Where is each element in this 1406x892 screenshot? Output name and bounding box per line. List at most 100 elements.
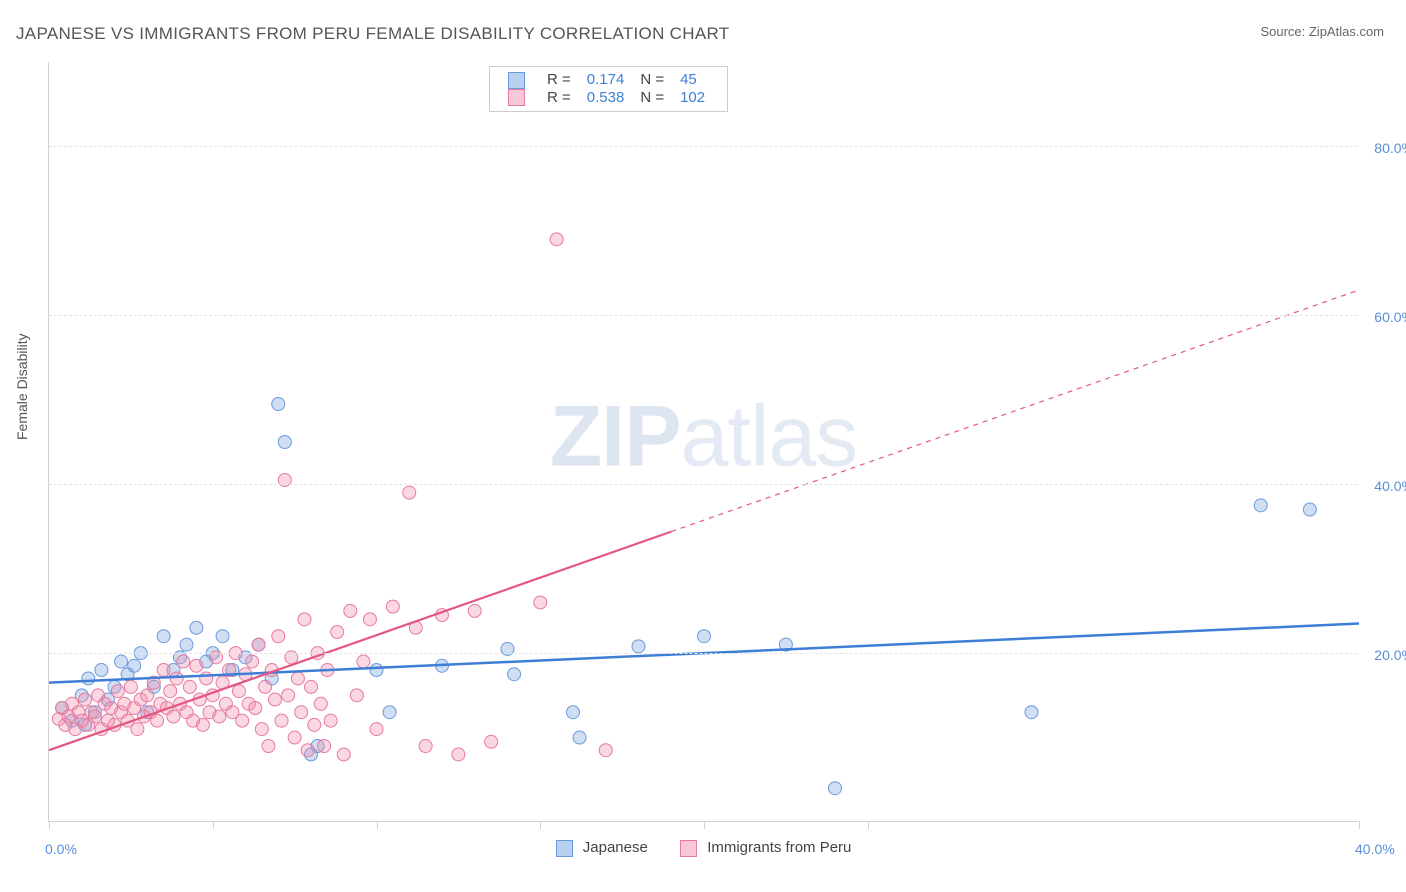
chart-title: JAPANESE VS IMMIGRANTS FROM PERU FEMALE … bbox=[16, 24, 729, 44]
data-point bbox=[298, 613, 311, 626]
data-point bbox=[141, 689, 154, 702]
data-point bbox=[262, 740, 275, 753]
data-point bbox=[82, 672, 95, 685]
data-point bbox=[79, 693, 92, 706]
data-point bbox=[183, 680, 196, 693]
gridline bbox=[49, 653, 1358, 654]
data-point bbox=[370, 723, 383, 736]
x-tick-label: 40.0% bbox=[1355, 841, 1395, 857]
x-tick bbox=[868, 821, 869, 829]
data-point bbox=[111, 685, 124, 698]
data-point bbox=[357, 655, 370, 668]
legend-item-peru: Immigrants from Peru bbox=[680, 839, 851, 857]
data-point bbox=[177, 655, 190, 668]
data-point bbox=[95, 664, 108, 677]
legend-item-japanese: Japanese bbox=[556, 839, 648, 857]
legend-label-japanese: Japanese bbox=[583, 839, 648, 856]
data-point bbox=[157, 630, 170, 643]
data-point bbox=[190, 621, 203, 634]
data-point bbox=[419, 740, 432, 753]
data-point bbox=[534, 596, 547, 609]
source-attribution: Source: ZipAtlas.com bbox=[1260, 24, 1384, 39]
data-point bbox=[337, 748, 350, 761]
x-tick bbox=[49, 821, 50, 829]
x-tick bbox=[540, 821, 541, 829]
data-point bbox=[1303, 503, 1316, 516]
data-point bbox=[157, 664, 170, 677]
data-point bbox=[1025, 706, 1038, 719]
data-point bbox=[573, 731, 586, 744]
data-point bbox=[249, 702, 262, 715]
data-point bbox=[305, 680, 318, 693]
data-point bbox=[403, 486, 416, 499]
x-tick bbox=[213, 821, 214, 829]
data-point bbox=[331, 626, 344, 639]
data-point bbox=[115, 655, 128, 668]
data-point bbox=[131, 723, 144, 736]
data-point bbox=[324, 714, 337, 727]
data-point bbox=[344, 604, 357, 617]
data-point bbox=[698, 630, 711, 643]
data-point bbox=[288, 731, 301, 744]
data-point bbox=[508, 668, 521, 681]
data-point bbox=[167, 710, 180, 723]
data-point bbox=[180, 638, 193, 651]
series-legend: Japanese Immigrants from Peru bbox=[49, 839, 1358, 857]
data-point bbox=[128, 659, 141, 672]
data-point bbox=[200, 672, 213, 685]
data-point bbox=[272, 630, 285, 643]
data-point bbox=[196, 718, 209, 731]
x-tick bbox=[1359, 821, 1360, 829]
y-tick-label: 60.0% bbox=[1374, 309, 1406, 325]
legend-label-peru: Immigrants from Peru bbox=[707, 839, 851, 856]
data-point bbox=[550, 233, 563, 246]
data-point bbox=[291, 672, 304, 685]
data-point bbox=[255, 723, 268, 736]
data-point bbox=[124, 680, 137, 693]
data-point bbox=[275, 714, 288, 727]
gridline bbox=[49, 315, 1358, 316]
data-point bbox=[151, 714, 164, 727]
trend-line bbox=[49, 532, 671, 751]
data-point bbox=[567, 706, 580, 719]
data-point bbox=[232, 685, 245, 698]
data-point bbox=[318, 740, 331, 753]
gridline bbox=[49, 146, 1358, 147]
data-point bbox=[308, 718, 321, 731]
data-point bbox=[632, 640, 645, 653]
y-axis-label: Female Disability bbox=[14, 333, 30, 440]
swatch-japanese-icon bbox=[556, 840, 573, 857]
scatter-plot-svg bbox=[49, 62, 1358, 821]
data-point bbox=[383, 706, 396, 719]
data-point bbox=[295, 706, 308, 719]
y-tick-label: 20.0% bbox=[1374, 647, 1406, 663]
data-point bbox=[259, 680, 272, 693]
y-tick-label: 40.0% bbox=[1374, 478, 1406, 494]
data-point bbox=[370, 664, 383, 677]
data-point bbox=[236, 714, 249, 727]
data-point bbox=[88, 710, 101, 723]
data-point bbox=[278, 436, 291, 449]
trend-line-dashed bbox=[671, 290, 1359, 532]
data-point bbox=[829, 782, 842, 795]
data-point bbox=[164, 685, 177, 698]
data-point bbox=[386, 600, 399, 613]
data-point bbox=[350, 689, 363, 702]
chart-container: JAPANESE VS IMMIGRANTS FROM PERU FEMALE … bbox=[0, 0, 1406, 892]
data-point bbox=[170, 672, 183, 685]
y-tick-label: 80.0% bbox=[1374, 140, 1406, 156]
data-point bbox=[216, 630, 229, 643]
data-point bbox=[314, 697, 327, 710]
data-point bbox=[1254, 499, 1267, 512]
data-point bbox=[599, 744, 612, 757]
plot-area: ZIPatlas R = 0.174 N = 45 R = 0.538 N = … bbox=[48, 62, 1358, 822]
data-point bbox=[213, 710, 226, 723]
data-point bbox=[452, 748, 465, 761]
data-point bbox=[282, 689, 295, 702]
x-tick-label: 0.0% bbox=[45, 841, 77, 857]
swatch-peru-icon bbox=[680, 840, 697, 857]
data-point bbox=[252, 638, 265, 651]
data-point bbox=[363, 613, 376, 626]
data-point bbox=[268, 693, 281, 706]
x-tick bbox=[704, 821, 705, 829]
